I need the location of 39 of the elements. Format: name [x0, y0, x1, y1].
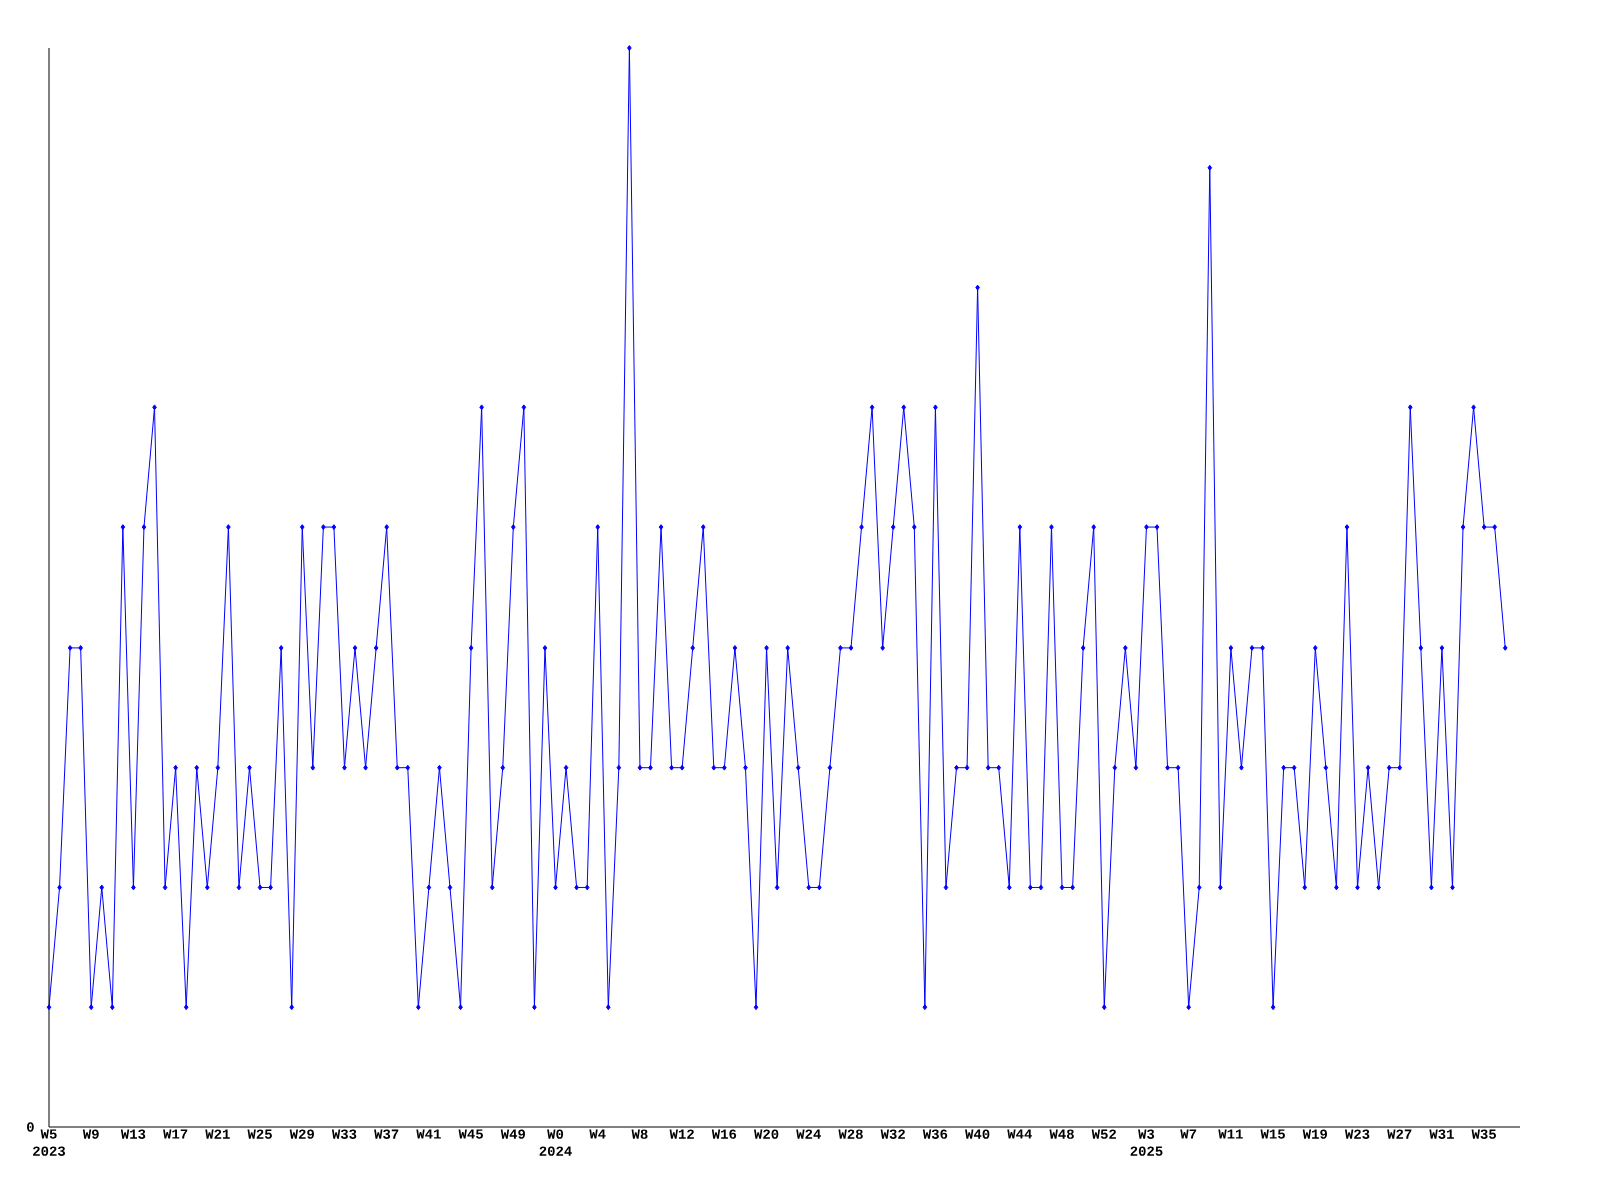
x-tick-label: W3 — [1138, 1129, 1155, 1139]
x-tick-label: W4 — [589, 1129, 606, 1139]
x-tick-label: W20 — [754, 1129, 779, 1139]
x-tick-label: W44 — [1007, 1129, 1032, 1139]
x-tick-label: W32 — [880, 1129, 905, 1139]
x-tick-label: W23 — [1344, 1129, 1370, 1139]
x-tick-label: W15 — [1260, 1129, 1285, 1139]
x-tick-label: W9 — [82, 1129, 99, 1139]
x-tick-label: W48 — [1049, 1129, 1074, 1139]
x-tick-label: W17 — [163, 1129, 188, 1139]
x-tick-label: W40 — [965, 1129, 990, 1139]
x-tick-label: W16 — [711, 1129, 737, 1139]
text: 0 — [27, 1122, 34, 1132]
x-tick-label: W12 — [669, 1129, 694, 1139]
x-tick-label: W28 — [838, 1129, 863, 1139]
x-tick-label: W24 — [796, 1129, 821, 1139]
x-tick-label: W41 — [416, 1129, 441, 1139]
x-tick-label: W11 — [1218, 1129, 1243, 1139]
x-tick-label: W19 — [1302, 1129, 1328, 1139]
x-tick-label: W7 — [1180, 1129, 1197, 1139]
x-tick-label: W52 — [1091, 1129, 1116, 1139]
x-tick-label: W36 — [922, 1129, 948, 1139]
text: 2024 — [539, 1146, 572, 1156]
x-tick-label: W33 — [331, 1129, 357, 1139]
x-tick-label: W8 — [631, 1129, 648, 1139]
x-tick-label: W35 — [1471, 1129, 1496, 1139]
x-tick-label: W13 — [120, 1129, 146, 1139]
x-tick-label: W37 — [374, 1129, 399, 1139]
x-tick-label: W49 — [500, 1129, 526, 1139]
text: 2025 — [1130, 1146, 1163, 1156]
x-tick-label: W0 — [547, 1129, 564, 1139]
x-tick-label: W25 — [247, 1129, 272, 1139]
x-tick-label: W21 — [205, 1129, 230, 1139]
x-tick-label: W5 — [40, 1129, 57, 1139]
x-tick-label: W27 — [1387, 1129, 1412, 1139]
x-tick-label: W45 — [458, 1129, 483, 1139]
x-tick-label: W31 — [1429, 1129, 1454, 1139]
x-tick-label: W29 — [289, 1129, 314, 1139]
text: 2023 — [33, 1146, 66, 1156]
